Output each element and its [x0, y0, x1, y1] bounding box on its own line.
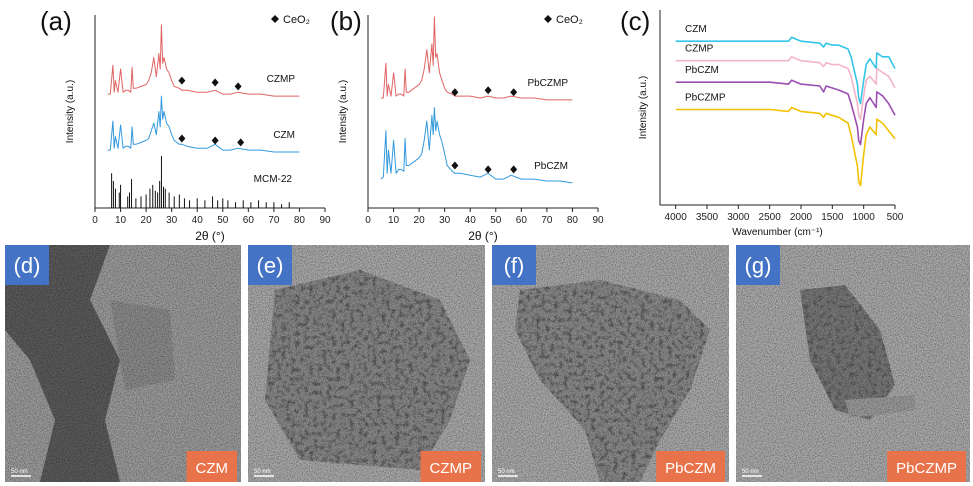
ceo2-marker [235, 82, 242, 90]
x-tick-label: 80 [567, 215, 579, 226]
x-tick-label: 40 [465, 215, 477, 226]
panel-label: (e) [257, 253, 284, 278]
panel-label: (f) [504, 253, 525, 278]
x-tick-label: 60 [243, 215, 255, 226]
sample-label: CZM [196, 460, 229, 477]
x-tick-label: 70 [268, 215, 280, 226]
x-tick-label: 2000 [790, 212, 813, 223]
panel-label: (g) [745, 253, 772, 278]
series-label: PbCZMP [685, 92, 726, 103]
series-label: CZMP [267, 74, 296, 85]
x-tick-label: 500 [887, 212, 904, 223]
ceo2-marker [485, 165, 492, 173]
x-tick-label: 50 [217, 215, 229, 226]
series-label: PbCZM [534, 161, 568, 172]
ceo2-marker [510, 88, 517, 96]
x-tick-label: 50 [490, 215, 502, 226]
series-label: CZM [685, 24, 707, 35]
page: 0 10 20 30 40 50 60 70 80 90 (a) 2θ (°) Intensity (a… [0, 0, 973, 486]
y-axis-title: Intensity (a.u.) [65, 80, 76, 143]
legend-symbol [544, 15, 552, 23]
x-tick-label: 4000 [665, 212, 688, 223]
x-axis-title: Wavenumber (cm⁻¹) [732, 227, 822, 238]
panel-label: (a) [40, 6, 72, 36]
legend-label: CeO₂ [556, 14, 583, 26]
x-tick-label: 3500 [696, 212, 719, 223]
y-axis-title: Intensity (a.u.) [638, 76, 649, 139]
y-axis-title: Intensity (a.u.) [338, 80, 349, 143]
ceo2-marker [510, 165, 517, 173]
x-tick-label: 2500 [759, 212, 782, 223]
x-tick-label: 0 [365, 215, 371, 226]
ceo2-marker [178, 135, 185, 143]
series-line [676, 108, 895, 186]
sample-label: PbCZMP [896, 460, 957, 477]
scale-bar-label: 50 nm [11, 469, 28, 475]
scale-bar-label: 50 nm [498, 469, 515, 475]
ceo2-marker [451, 88, 458, 96]
sample-label: CZMP [430, 460, 473, 477]
series-label: CZMP [685, 44, 714, 55]
x-tick-label: 80 [294, 215, 306, 226]
series-label: CZM [273, 130, 295, 141]
x-tick-label: 90 [319, 215, 331, 226]
panel-label: (b) [330, 6, 362, 36]
sample-label: PbCZM [665, 460, 716, 477]
series-line [108, 25, 300, 96]
legend-label: CeO₂ [283, 14, 310, 26]
x-tick-label: 30 [439, 215, 451, 226]
x-tick-label: 90 [592, 215, 604, 226]
x-axis-title: 2θ (°) [195, 229, 224, 243]
x-tick-label: 0 [92, 215, 98, 226]
scale-bar-label: 50 nm [742, 469, 759, 475]
x-tick-label: 70 [541, 215, 553, 226]
x-tick-label: 3000 [727, 212, 750, 223]
x-tick-label: 30 [166, 215, 178, 226]
x-tick-label: 10 [115, 215, 127, 226]
ceo2-marker [178, 77, 185, 85]
x-axis-title: 2θ (°) [468, 229, 497, 243]
series-label: PbCZMP [527, 78, 568, 89]
panel-label: (d) [14, 253, 41, 278]
x-tick-label: 20 [414, 215, 426, 226]
ceo2-marker [485, 86, 492, 94]
ceo2-marker [237, 138, 244, 146]
x-tick-label: 20 [141, 215, 153, 226]
ceo2-marker [212, 79, 219, 87]
x-tick-label: 60 [516, 215, 528, 226]
figure: 0 10 20 30 40 50 60 70 80 90 (a) 2θ (°) Intensity (a… [0, 0, 973, 486]
x-tick-label: 1000 [853, 212, 876, 223]
legend-symbol [271, 15, 279, 23]
series-label: MCM-22 [254, 174, 293, 185]
scale-bar-label: 50 nm [254, 469, 271, 475]
x-tick-label: 1500 [821, 212, 844, 223]
series-label: PbCZM [685, 65, 719, 76]
series-line [108, 96, 300, 152]
x-tick-label: 40 [192, 215, 204, 226]
panel-label: (c) [620, 6, 650, 36]
x-tick-label: 10 [388, 215, 400, 226]
ceo2-marker [212, 136, 219, 144]
ceo2-marker [451, 162, 458, 170]
